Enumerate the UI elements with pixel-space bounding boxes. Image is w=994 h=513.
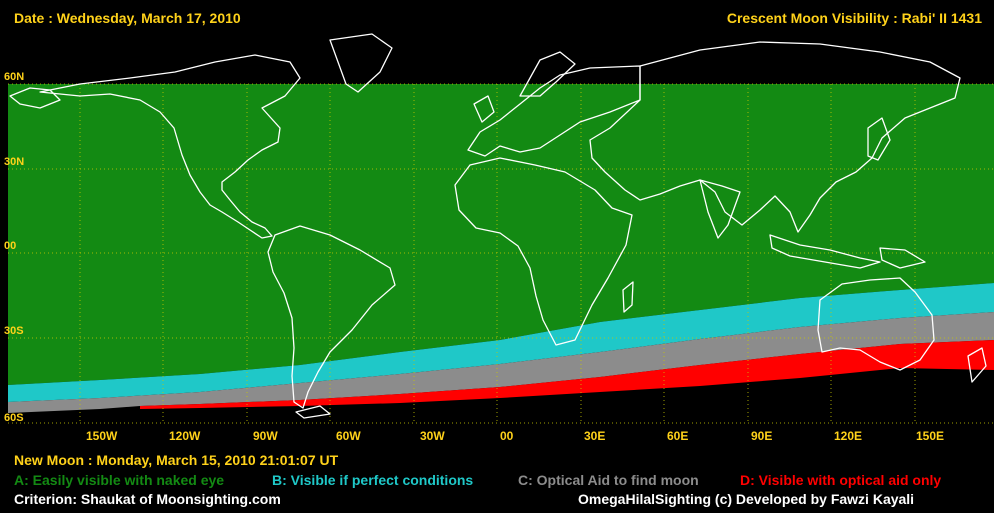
australia-outline bbox=[817, 277, 935, 371]
zone-c-region bbox=[8, 312, 994, 413]
lon-label-150e: 150E bbox=[916, 429, 945, 443]
lat-label-30n: 30N bbox=[4, 156, 25, 168]
lon-label-60e: 60E bbox=[667, 429, 689, 443]
alaska-outline bbox=[9, 87, 61, 109]
lat-label-60s: 60S bbox=[4, 412, 24, 424]
new-zealand-outline bbox=[967, 347, 987, 383]
lon-label-120e: 120E bbox=[834, 429, 863, 443]
new-guinea-outline bbox=[879, 247, 926, 269]
graticule bbox=[8, 83, 994, 424]
north-america-outline bbox=[39, 54, 301, 239]
madagascar-outline bbox=[622, 281, 634, 313]
credit-label: OmegaHilalSighting (c) Developed by Fawz… bbox=[578, 491, 915, 507]
legend-c: C: Optical Aid to find moon bbox=[518, 472, 699, 488]
legend-d: D: Visible with optical aid only bbox=[740, 472, 942, 488]
scandinavia-outline bbox=[519, 51, 576, 97]
criterion-label: Criterion: Shaukat of Moonsighting.com bbox=[14, 491, 281, 507]
lon-label-00: 00 bbox=[500, 429, 514, 443]
asia-outline bbox=[589, 41, 961, 233]
coastlines bbox=[9, 33, 987, 419]
date-label: Date : Wednesday, March 17, 2010 bbox=[14, 10, 241, 26]
lat-label-30s: 30S bbox=[4, 325, 24, 337]
lon-label-30e: 30E bbox=[584, 429, 606, 443]
antarctic-fragment bbox=[295, 405, 331, 419]
africa-outline bbox=[454, 157, 633, 346]
zone-d-region bbox=[140, 340, 994, 409]
legend-b: B: Visible if perfect conditions bbox=[272, 472, 474, 488]
indonesia-outline bbox=[769, 234, 881, 269]
lon-label-90w: 90W bbox=[253, 429, 278, 443]
lon-label-60w: 60W bbox=[336, 429, 361, 443]
south-america-outline bbox=[267, 225, 396, 409]
lat-label-00: 00 bbox=[4, 240, 17, 252]
great-britain-outline bbox=[473, 95, 495, 123]
india-outline bbox=[699, 179, 741, 239]
lat-label-60n: 60N bbox=[4, 71, 25, 83]
lon-label-120w: 120W bbox=[169, 429, 201, 443]
japan-outline bbox=[867, 117, 891, 161]
legend-a: A: Easily visible with naked eye bbox=[14, 472, 225, 488]
greenland-outline bbox=[329, 33, 393, 93]
lon-label-90e: 90E bbox=[751, 429, 773, 443]
lon-label-30w: 30W bbox=[420, 429, 445, 443]
map-title: Crescent Moon Visibility : Rabi' II 1431 bbox=[726, 10, 982, 26]
lon-label-150w: 150W bbox=[86, 429, 118, 443]
new-moon-info: New Moon : Monday, March 15, 2010 21:01:… bbox=[14, 452, 339, 468]
